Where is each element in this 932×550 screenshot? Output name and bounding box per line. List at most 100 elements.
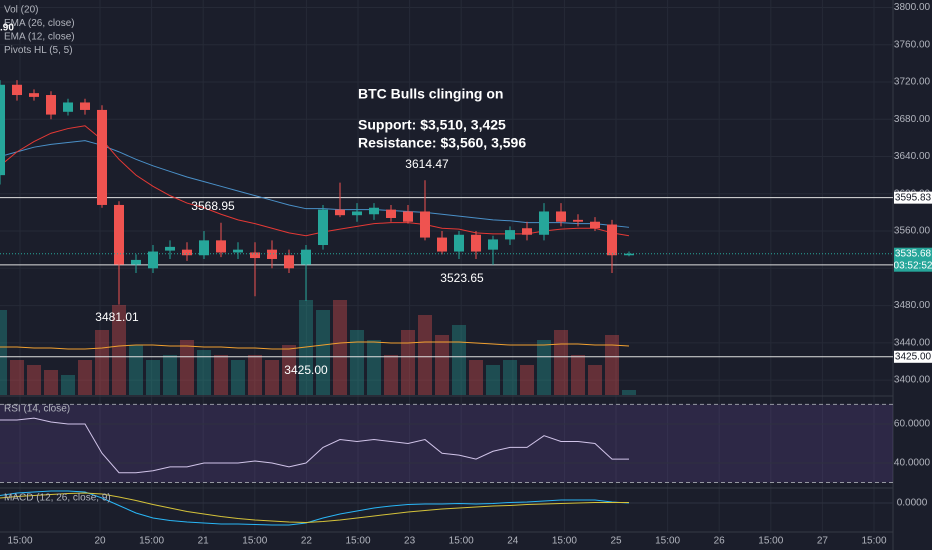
volume-bar <box>78 360 92 395</box>
indicator-legend: EMA (26, close) <box>4 18 75 29</box>
candle-body <box>301 249 311 265</box>
indicator-legend: Vol (20) <box>4 5 38 16</box>
volume-bar <box>384 355 398 395</box>
candle-body <box>624 253 634 256</box>
current-price-label: 3535.68 <box>895 248 932 259</box>
x-tick-label: 21 <box>198 536 210 547</box>
volume-bar <box>163 355 177 395</box>
annotation: BTC Bulls clinging on <box>358 86 503 102</box>
candle-body <box>0 84 5 176</box>
volume-bar <box>537 340 551 395</box>
y-tick-label: 3680.00 <box>894 114 931 125</box>
annotation: 3568.95 <box>191 199 235 213</box>
annotation: 3425.00 <box>284 363 328 377</box>
candle-body <box>97 109 107 205</box>
signal-line <box>0 492 629 524</box>
volume-bar <box>418 315 432 395</box>
candle-body <box>505 230 515 240</box>
macd-legend: MACD (12, 26, close, 9) <box>4 493 111 504</box>
x-tick-label: 15:00 <box>7 536 32 547</box>
x-tick-label: 15:00 <box>655 536 680 547</box>
rsi-legend: RSI (14, close) <box>4 404 70 415</box>
candle-body <box>250 252 260 259</box>
volume-bar <box>61 375 75 395</box>
volume-bar <box>231 360 245 395</box>
volume-bar <box>146 360 160 395</box>
x-tick-label: 15:00 <box>758 536 783 547</box>
volume-bar <box>112 305 126 395</box>
x-tick-label: 15:00 <box>345 536 370 547</box>
volume-bar <box>333 300 347 395</box>
volume-bar <box>316 310 330 395</box>
volume-bar <box>95 330 109 395</box>
x-tick-label: 25 <box>610 536 622 547</box>
countdown: 03:52:52 <box>894 260 932 271</box>
candle-body <box>233 249 243 253</box>
y-tick-label: 3640.00 <box>894 151 931 162</box>
volume-bar <box>554 330 568 395</box>
candle-body <box>318 209 328 246</box>
volume-bar <box>605 335 619 395</box>
candle-body <box>148 251 158 269</box>
candle-body <box>454 234 464 252</box>
volume-bar <box>452 325 466 395</box>
y-tick-label: 3560.00 <box>894 226 931 237</box>
y-tick-label: 3480.00 <box>894 300 931 311</box>
volume-bar <box>27 365 41 395</box>
volume-bar <box>282 345 296 395</box>
candle-body <box>63 102 73 112</box>
x-tick-label: 23 <box>404 536 416 547</box>
volume-bar <box>214 355 228 395</box>
macd-line <box>0 490 630 526</box>
volume-bar <box>588 365 602 395</box>
price-tag <box>894 191 932 204</box>
candle-body <box>403 211 413 222</box>
x-tick-label: 15:00 <box>861 536 886 547</box>
candle-body <box>114 204 124 265</box>
volume-bar <box>622 390 636 395</box>
x-tick-label: 24 <box>507 536 519 547</box>
candle-body <box>199 240 209 256</box>
volume-bar <box>197 350 211 395</box>
volume-bar <box>571 355 585 395</box>
x-tick-label: 15:00 <box>139 536 164 547</box>
y-tick-label: 3720.00 <box>894 77 931 88</box>
candle-body <box>216 240 226 253</box>
volume-bar <box>503 360 517 395</box>
volume-bar <box>44 370 58 395</box>
candle-body <box>556 211 566 222</box>
volume-bar <box>10 360 24 395</box>
candle-body <box>369 207 379 215</box>
x-tick-label: 26 <box>714 536 726 547</box>
annotation: Resistance: $3,560, 3,596 <box>358 135 526 151</box>
price-tag-label: 3595.83 <box>895 192 932 203</box>
indicator-legend: Pivots HL (5, 5) <box>4 45 73 56</box>
rsi-line <box>0 417 629 474</box>
volume-bar <box>265 360 279 395</box>
price-tag-label: 3425.00 <box>895 351 932 362</box>
volume-bar <box>129 345 143 395</box>
volume-bar <box>350 330 364 395</box>
candle-body <box>12 84 22 96</box>
candle-body <box>267 249 277 259</box>
candle-body <box>471 234 481 252</box>
current-price-tag <box>894 247 932 272</box>
candle-body <box>182 249 192 256</box>
volume-ma <box>0 341 630 350</box>
volume-bar <box>401 330 415 395</box>
rsi-tick-label: 60.0000 <box>894 419 931 430</box>
candle-body <box>590 221 600 229</box>
rsi-tick-label: 40.0000 <box>894 458 931 469</box>
candle-body <box>80 102 90 110</box>
annotation: Support: $3,510, 3,425 <box>358 117 506 133</box>
volume-bar <box>520 365 534 395</box>
candle-body <box>488 239 498 250</box>
indicator-legend: EMA (12, close) <box>4 32 75 43</box>
candle-body <box>46 95 56 115</box>
x-tick-label: 22 <box>301 536 313 547</box>
volume-bar <box>469 360 483 395</box>
candle-body <box>573 219 583 222</box>
